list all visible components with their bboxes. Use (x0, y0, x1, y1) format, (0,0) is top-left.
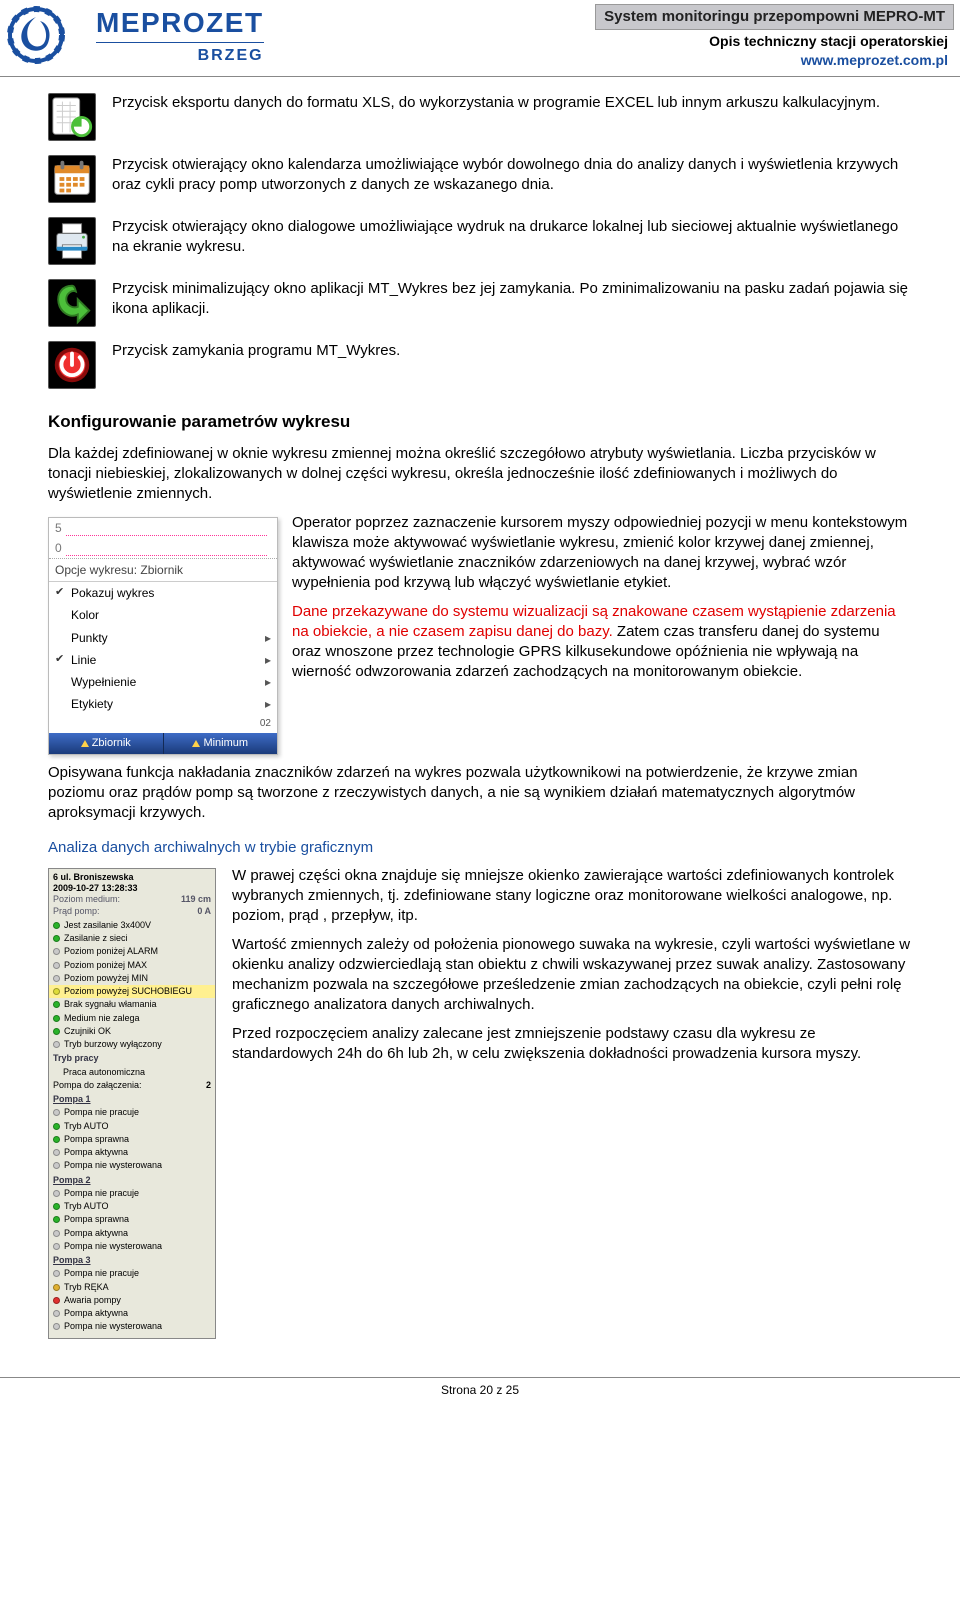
icon-description-row: Przycisk minimalizujący okno aplikacji M… (48, 279, 912, 327)
pump-section-title: Pompa 2 (49, 1173, 215, 1187)
status-panel-mock: 6 ul. Broniszewska 2009-10-27 13:28:33 P… (48, 868, 216, 1339)
chart-variable-tab[interactable]: Zbiornik (49, 733, 164, 754)
sp-medium-val: 119 cm (181, 894, 211, 905)
context-menu-mock: 5 0 Opcje wykresu: Zbiornik Pokazuj wykr… (48, 517, 278, 755)
header-right: System monitoringu przepompowni MEPRO-MT… (595, 4, 954, 70)
power-icon (48, 341, 96, 389)
icon-description-text: Przycisk minimalizujący okno aplikacji M… (112, 279, 912, 327)
printer-icon (48, 217, 96, 265)
icon-description-text: Przycisk zamykania programu MT_Wykres. (112, 341, 912, 389)
status-line: Poziom powyżej MIN (49, 972, 215, 985)
status-line: Tryb burzowy wyłączony (49, 1038, 215, 1051)
pump-status-line: Pompa nie pracuje (49, 1187, 215, 1200)
icon-description-row: Przycisk otwierający okno dialogowe umoż… (48, 217, 912, 265)
status-line: Jest zasilanie 3x400V (49, 919, 215, 932)
sp-title2: 2009-10-27 13:28:33 (53, 883, 211, 894)
axis-tick: 0 (55, 540, 62, 556)
header-system-title: System monitoringu przepompowni MEPRO-MT (595, 4, 954, 30)
config-intro: Dla każdej zdefiniowanej w oknie wykresu… (48, 444, 912, 505)
pump-status-line: Pompa nie wysterowana (49, 1159, 215, 1172)
sp-zal-label: Pompa do załączenia: (53, 1080, 142, 1091)
header-url: www.meprozet.com.pl (595, 51, 954, 70)
status-line: Poziom powyżej SUCHOBIEGU (49, 985, 215, 998)
pump-status-line: Pompa aktywna (49, 1146, 215, 1159)
chart-variable-tab[interactable]: Minimum (164, 733, 278, 754)
context-menu-item[interactable]: Linie (49, 649, 277, 671)
icon-description-row: Przycisk otwierający okno kalendarza umo… (48, 155, 912, 203)
header-doc-title: Opis techniczny stacji operatorskiej (595, 30, 954, 51)
context-menu-item[interactable]: Wypełnienie (49, 671, 277, 693)
context-menu-item[interactable]: Kolor (49, 604, 277, 626)
logo-subtitle: BRZEG (96, 42, 264, 67)
sp-medium-label: Poziom medium: (53, 894, 120, 905)
pump-status-line: Awaria pompy (49, 1294, 215, 1307)
icon-description-row: Przycisk zamykania programu MT_Wykres. (48, 341, 912, 389)
icon-description-text: Przycisk otwierający okno dialogowe umoż… (112, 217, 912, 265)
sp-title1: 6 ul. Broniszewska (53, 872, 211, 883)
calendar-icon (48, 155, 96, 203)
icon-description-text: Przycisk otwierający okno kalendarza umo… (112, 155, 912, 203)
sp-prad-val: 0 A (197, 906, 211, 917)
config-para-3: Opisywana funkcja nakładania znaczników … (48, 763, 912, 824)
pump-status-line: Pompa nie pracuje (49, 1106, 215, 1119)
config-section-title: Konfigurowanie parametrów wykresu (48, 411, 912, 434)
page-footer: Strona 20 z 25 (0, 1377, 960, 1410)
logo-block: MEPROZET BRZEG (6, 4, 264, 66)
context-menu-item[interactable]: Punkty (49, 627, 277, 649)
analysis-subtitle: Analiza danych archiwalnych w trybie gra… (48, 838, 912, 858)
pump-status-line: Tryb RĘKA (49, 1281, 215, 1294)
status-line: Poziom poniżej ALARM (49, 945, 215, 958)
sp-zal-val: 2 (206, 1080, 211, 1091)
status-line: Czujniki OK (49, 1025, 215, 1038)
logo-name: MEPROZET (96, 4, 264, 42)
status-line: Poziom poniżej MAX (49, 959, 215, 972)
sp-tryb-label: Tryb pracy (49, 1051, 215, 1065)
sp-prad-label: Prąd pomp: (53, 906, 100, 917)
status-line: Medium nie zalega (49, 1012, 215, 1025)
pump-section-title: Pompa 1 (49, 1092, 215, 1106)
context-menu-marker: 02 (49, 715, 277, 733)
pump-status-line: Pompa nie pracuje (49, 1267, 215, 1280)
pump-status-line: Pompa aktywna (49, 1307, 215, 1320)
icon-description-text: Przycisk eksportu danych do formatu XLS,… (112, 93, 912, 141)
page-header: MEPROZET BRZEG System monitoringu przepo… (0, 0, 960, 77)
minimize-icon (48, 279, 96, 327)
status-line: Zasilanie z sieci (49, 932, 215, 945)
context-menu-item[interactable]: Pokazuj wykres (49, 582, 277, 604)
pump-status-line: Tryb AUTO (49, 1200, 215, 1213)
pump-status-line: Tryb AUTO (49, 1120, 215, 1133)
context-menu-title: Opcje wykresu: Zbiornik (49, 559, 277, 582)
icon-description-row: Przycisk eksportu danych do formatu XLS,… (48, 93, 912, 141)
pump-section-title: Pompa 3 (49, 1253, 215, 1267)
pump-status-line: Pompa nie wysterowana (49, 1320, 215, 1333)
pump-status-line: Pompa sprawna (49, 1133, 215, 1146)
pump-status-line: Pompa sprawna (49, 1213, 215, 1226)
context-menu-item[interactable]: Etykiety (49, 693, 277, 715)
pump-status-line: Pompa nie wysterowana (49, 1240, 215, 1253)
meprozet-logo-icon (6, 5, 86, 65)
pump-status-line: Pompa aktywna (49, 1227, 215, 1240)
sp-tryb-val: Praca autonomiczna (49, 1066, 215, 1079)
status-line: Brak sygnału włamania (49, 998, 215, 1011)
export-xls-icon (48, 93, 96, 141)
axis-tick: 5 (55, 520, 62, 536)
